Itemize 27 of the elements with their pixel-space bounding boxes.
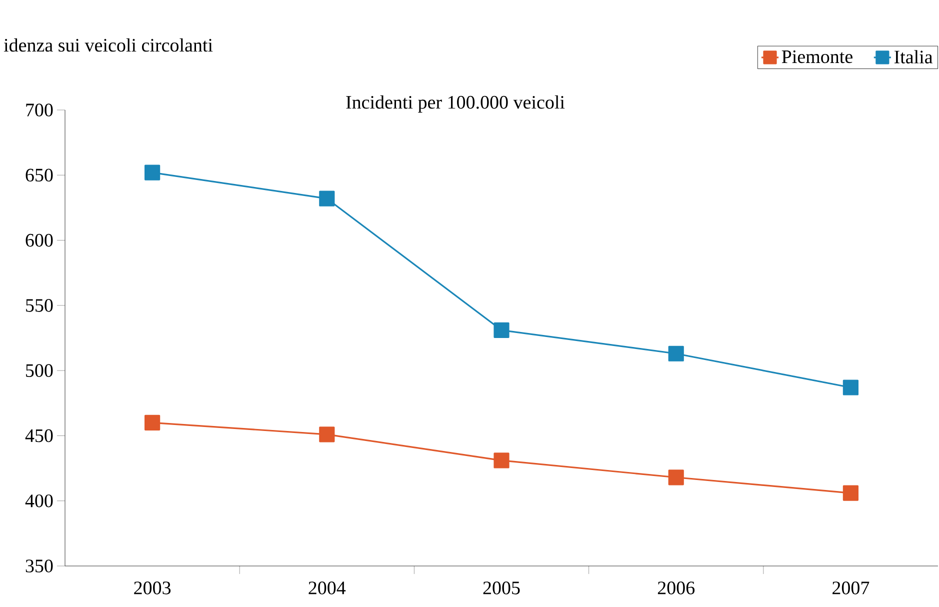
point [144, 414, 160, 430]
legend-label: Piemonte [782, 50, 852, 64]
y-tick-label: 450 [25, 429, 53, 442]
y-tick-label: 700 [26, 104, 53, 116]
y-tick-label: 600 [26, 234, 53, 247]
legend-label: Italia [894, 50, 933, 64]
x-tick-label: 2006 [658, 582, 695, 594]
y-axis-title: idenza sui veicoli circolanti [4, 38, 213, 52]
point [319, 190, 335, 206]
point [668, 346, 684, 362]
point [144, 164, 160, 180]
x-tick-label: 2005 [483, 582, 520, 594]
point [842, 485, 858, 501]
y-tick-label: 550 [26, 299, 53, 312]
x-tick-label: 2004 [308, 582, 346, 594]
point [494, 322, 510, 338]
point [494, 452, 510, 468]
point [668, 470, 684, 486]
point [319, 426, 335, 442]
y-tick-label: 500 [26, 364, 53, 377]
y-tick-label: 400 [25, 494, 53, 508]
chart-title: Incidenti per 100.000 veicoli [346, 95, 565, 113]
x-tick-label: 2003 [134, 582, 171, 594]
y-tick-label: 350 [26, 560, 53, 572]
x-tick-label: 2007 [832, 582, 870, 594]
y-tick-label: 650 [26, 168, 53, 182]
point [842, 380, 858, 396]
